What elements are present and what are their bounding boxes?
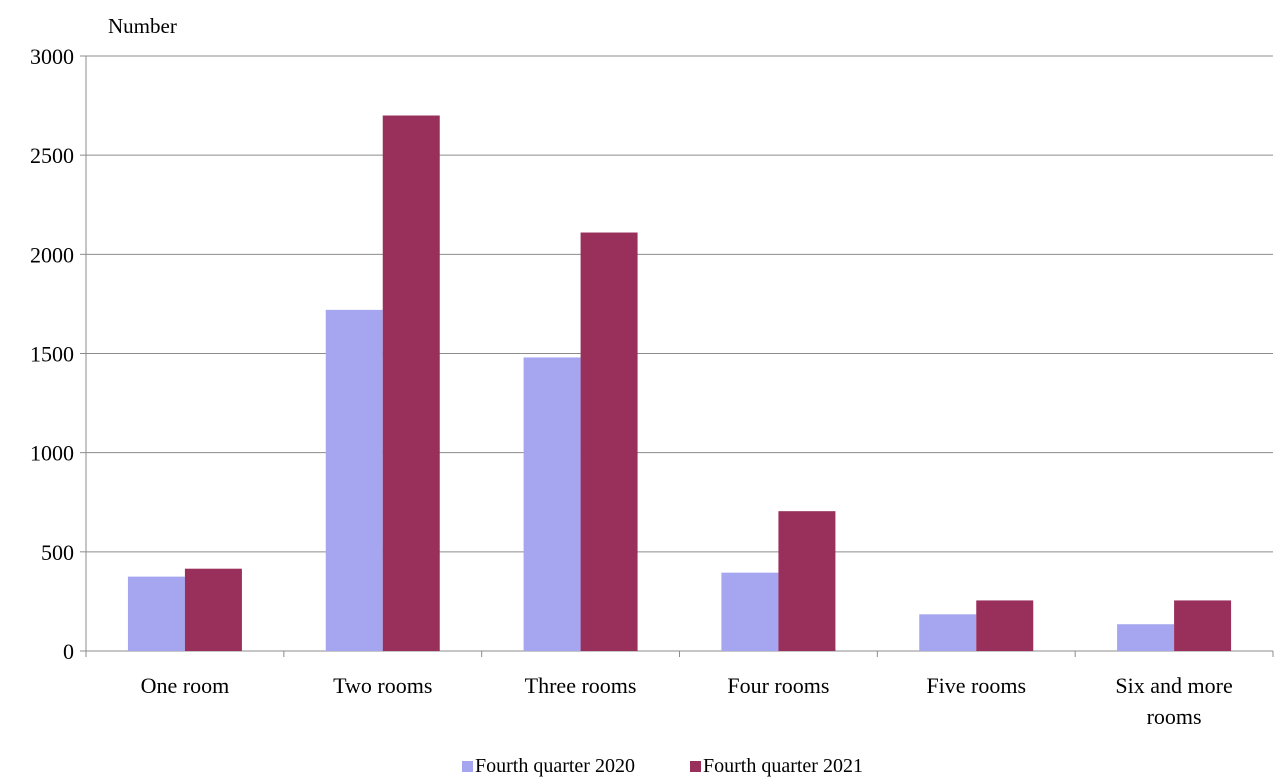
bar-fourth-quarter-2020	[721, 572, 779, 651]
bar-fourth-quarter-2021	[778, 511, 836, 651]
legend-swatch-fourth-quarter-2021	[690, 761, 701, 772]
bar-fourth-quarter-2020	[325, 309, 383, 651]
legend-label-fourth-quarter-2020: Fourth quarter 2020	[475, 755, 635, 777]
bar-fourth-quarter-2021	[1174, 600, 1232, 651]
y-tick-label: 500	[41, 540, 74, 565]
bar-fourth-quarter-2020	[127, 576, 185, 651]
bar-fourth-quarter-2020	[919, 614, 977, 651]
bar-fourth-quarter-2020	[1117, 624, 1175, 651]
y-tick-label: 2500	[30, 143, 74, 168]
y-tick-label: 2000	[30, 242, 74, 267]
y-tick-label: 3000	[30, 44, 74, 69]
y-tick-label: 0	[63, 639, 74, 664]
bar-fourth-quarter-2021	[382, 115, 440, 651]
y-tick-label: 1500	[30, 342, 74, 367]
bar-fourth-quarter-2020	[523, 357, 581, 651]
x-category-label: Three rooms	[525, 673, 637, 698]
legend-label-fourth-quarter-2021: Fourth quarter 2021	[703, 755, 863, 777]
x-category-label: One room	[141, 673, 230, 698]
legend-swatch-fourth-quarter-2020	[462, 761, 473, 772]
x-category-label: Five rooms	[926, 673, 1026, 698]
bar-fourth-quarter-2021	[976, 600, 1034, 651]
x-category-label: Four rooms	[727, 673, 829, 698]
y-tick-label: 1000	[30, 441, 74, 466]
x-category-label: Two rooms	[333, 673, 432, 698]
bar-fourth-quarter-2021	[184, 568, 242, 651]
x-category-label: Six and more	[1115, 673, 1232, 698]
y-axis-unit-label: Number	[108, 14, 177, 38]
x-category-label: rooms	[1147, 704, 1202, 729]
bar-fourth-quarter-2021	[580, 232, 638, 651]
